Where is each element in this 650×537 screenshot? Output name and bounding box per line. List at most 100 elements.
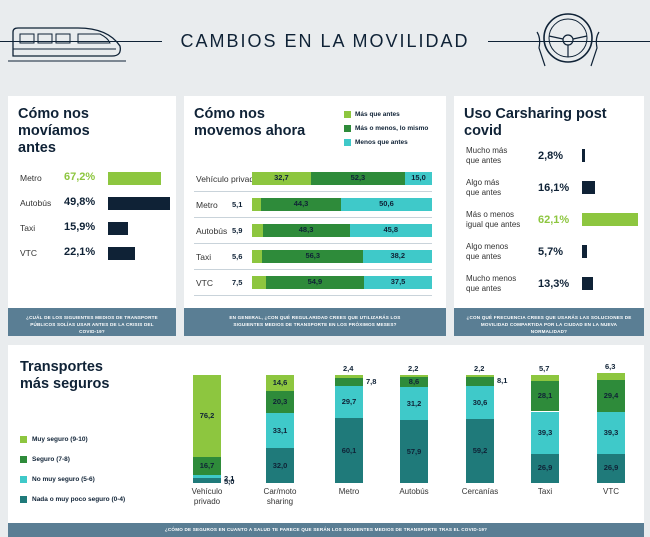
segment-label: 2,1 xyxy=(224,474,235,484)
category-label: Taxi xyxy=(20,223,36,233)
value-label: 62,1% xyxy=(538,214,570,226)
panel-now-title: Cómo nos movemos ahora xyxy=(194,106,306,139)
bar-segment: 32,7 xyxy=(252,172,311,185)
category-label: Autobús xyxy=(196,226,228,236)
bar-segment xyxy=(252,276,266,289)
panel-safety-title: Transportes más seguros xyxy=(20,359,110,392)
legend-swatch xyxy=(344,111,351,118)
bar-segment: 8,6 xyxy=(400,377,428,387)
bar-segment xyxy=(466,374,494,378)
value-label: 67,2% xyxy=(64,171,96,183)
bar-segment xyxy=(252,198,262,211)
bar-segment xyxy=(252,250,263,263)
legend-label: Menos que antes xyxy=(355,139,408,146)
bar xyxy=(582,149,585,162)
category-label: Car/moto sharing xyxy=(263,487,297,506)
category-label: Vehículo privado xyxy=(196,174,259,184)
segment-label: 44,3 xyxy=(293,199,309,208)
value-label: 22,1% xyxy=(64,246,96,258)
bar-segment: 15,0 xyxy=(405,172,432,185)
legend-label: Más que antes xyxy=(355,111,400,118)
segment-label: 56,3 xyxy=(305,251,321,260)
category-label: Taxi xyxy=(537,487,553,496)
row-divider xyxy=(194,191,432,192)
bar-segment: 56,3 xyxy=(262,250,364,263)
bar xyxy=(108,172,161,185)
bar-segment: 37,5 xyxy=(364,276,432,289)
bar-segment xyxy=(400,375,428,378)
segment-label: 39,3 xyxy=(603,427,619,437)
page-title: CAMBIOS EN LA MOVILIDAD xyxy=(180,31,470,51)
bar-segment: 54,9 xyxy=(265,276,365,289)
category-label: Cercanías xyxy=(461,487,499,496)
bar-segment: 59,2 xyxy=(466,419,494,483)
segment-label: 76,2 xyxy=(199,411,215,421)
row-divider xyxy=(194,217,432,218)
legend-label: Muy seguro (9-10) xyxy=(32,436,88,443)
panel-before-footnote: ¿CUÁL DE LOS SIGUIENTES MEDIOS DE TRANSP… xyxy=(8,308,176,336)
bar-segment: 60,1 xyxy=(335,418,363,483)
segment-label: 57,9 xyxy=(406,446,422,456)
legend-swatch xyxy=(20,456,27,463)
bar-segment xyxy=(335,375,363,378)
bar-segment: 45,8 xyxy=(349,224,432,237)
bar-segment xyxy=(252,224,263,237)
panel-safety-footnote: ¿CÓMO DE SEGUROS EN CUANTO A SALUD TE PA… xyxy=(8,523,644,537)
legend-swatch xyxy=(20,436,27,443)
bar-segment xyxy=(335,377,363,386)
segment-label: 60,1 xyxy=(341,445,357,455)
bar xyxy=(108,222,128,235)
panel-now xyxy=(184,96,446,336)
segment-label: 45,8 xyxy=(383,225,399,234)
bar-segment: 28,1 xyxy=(531,381,559,412)
segment-label: 32,7 xyxy=(274,173,289,182)
segment-label: 6,3 xyxy=(605,361,616,371)
category-label: Algo más que antes xyxy=(466,178,502,197)
segment-label: 39,3 xyxy=(537,427,553,437)
segment-label: 29,7 xyxy=(341,397,357,407)
steering-wheel-icon xyxy=(536,13,600,67)
segment-label: 37,5 xyxy=(390,277,406,286)
panel-before-title: Cómo nos movíamos antes xyxy=(18,106,90,156)
bar-segment: 26,9 xyxy=(531,453,559,483)
bar-segment: 20,3 xyxy=(266,390,294,413)
panel-carsharing-footnote: ¿CON QUÉ FRECUENCIA CREES QUE USARÁS LAS… xyxy=(454,308,644,336)
bar-segment: 38,2 xyxy=(363,250,433,263)
row-divider xyxy=(194,295,432,296)
legend-swatch xyxy=(344,125,351,132)
category-label: Más o menos igual que antes xyxy=(466,210,521,229)
category-label: Autobús xyxy=(20,198,52,208)
bar-segment: 33,1 xyxy=(266,412,294,449)
legend-label: Nada o muy poco seguro (0-4) xyxy=(32,496,126,503)
bar-segment: 29,7 xyxy=(335,386,363,419)
segment-label: 48,3 xyxy=(298,225,314,234)
segment-label: 29,4 xyxy=(603,390,619,400)
segment-label: 59,2 xyxy=(472,446,488,456)
segment-label: 5,0 xyxy=(224,476,235,486)
segment-label: 8,6 xyxy=(408,377,420,387)
segment-label: 30,6 xyxy=(472,397,488,407)
bar-segment: 44,3 xyxy=(261,198,341,211)
category-label: Algo menos que antes xyxy=(466,242,509,261)
segment-label: 38,2 xyxy=(390,251,406,260)
value-label: 5,7% xyxy=(538,246,564,258)
segment-label: 2,2 xyxy=(408,364,419,374)
segment-label: 7,5 xyxy=(232,278,243,287)
value-label: 16,1% xyxy=(538,182,570,194)
value-label: 15,9% xyxy=(64,221,96,233)
segment-label: 52,3 xyxy=(350,173,366,182)
segment-label: 50,6 xyxy=(379,199,394,208)
segment-label: 26,9 xyxy=(537,463,553,473)
segment-label: 16,7 xyxy=(199,461,215,471)
bar-segment: 31,2 xyxy=(400,386,428,421)
bar-segment: 32,0 xyxy=(266,448,294,483)
bar-segment xyxy=(531,375,559,382)
bar-segment: 50,6 xyxy=(340,198,432,211)
segment-label: 15,0 xyxy=(411,173,426,182)
bar xyxy=(582,277,593,290)
segment-label: 14,6 xyxy=(272,377,288,387)
category-label: Metro xyxy=(338,487,360,496)
bar xyxy=(582,181,596,194)
segment-label: 2,2 xyxy=(474,363,485,373)
legend-label: Más o menos, lo mismo xyxy=(355,125,429,132)
